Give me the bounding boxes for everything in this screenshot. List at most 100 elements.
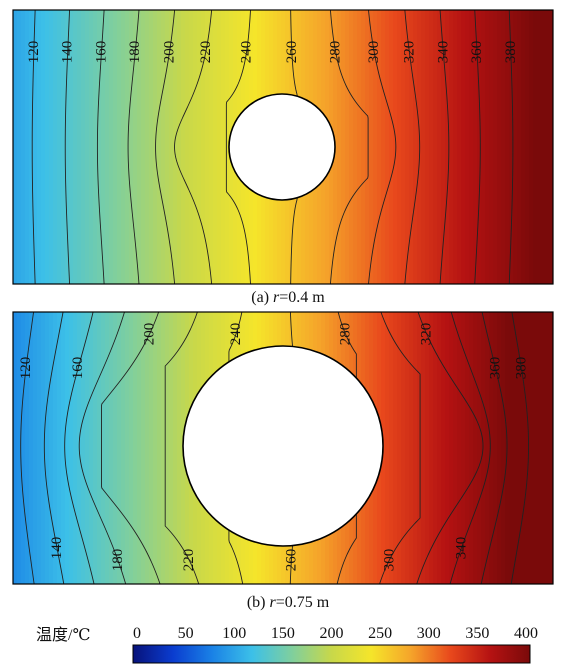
contour-line <box>78 312 127 584</box>
contour-label: 240 <box>239 41 255 64</box>
panel-a-contour-labels: 120 140 160 180 200 220 240 260 280 300 320 340 360 3… <box>26 41 519 64</box>
field-band <box>121 10 126 284</box>
field-band <box>97 10 102 284</box>
field-band <box>473 10 478 284</box>
contour-label: 220 <box>198 41 214 64</box>
field-band <box>513 312 518 584</box>
contour-label: 320 <box>401 41 417 64</box>
field-band <box>549 10 553 284</box>
colorbar: 温度/℃ 0 50 100 150 200 250 300 350 400 <box>36 625 538 664</box>
field-band <box>341 10 346 284</box>
field-band <box>545 312 550 584</box>
field-band <box>485 10 490 284</box>
colorbar-tick-label: 200 <box>320 625 344 642</box>
contour-label: 180 <box>110 549 126 572</box>
field-band <box>89 10 94 284</box>
field-band <box>185 10 190 284</box>
field-band <box>369 10 374 284</box>
field-band <box>533 10 538 284</box>
field-band <box>65 10 70 284</box>
field-band <box>125 10 130 284</box>
contour-label: 240 <box>228 323 244 346</box>
field-band <box>109 10 114 284</box>
contour-line <box>404 10 421 284</box>
field-band <box>105 312 110 584</box>
contour-line <box>64 10 71 284</box>
contour-line <box>43 312 65 584</box>
field-band <box>429 312 434 584</box>
field-band <box>45 312 50 584</box>
field-band <box>417 312 422 584</box>
field-band <box>381 10 386 284</box>
panel-b: 120 160 200 240 280 320 360 380 140 180 220 260 300 3… <box>12 311 554 611</box>
field-band <box>169 10 174 284</box>
field-band <box>137 312 142 584</box>
field-band <box>53 312 58 584</box>
panel-a-frame <box>12 9 554 285</box>
field-band <box>517 10 522 284</box>
field-band <box>61 10 66 284</box>
field-band <box>365 10 370 284</box>
field-band <box>113 312 118 584</box>
colorbar-tick-label: 150 <box>271 625 295 642</box>
panel-b-hole <box>182 345 384 547</box>
field-band <box>533 312 538 584</box>
field-band <box>525 312 530 584</box>
field-band <box>541 312 546 584</box>
field-band <box>165 10 170 284</box>
field-band <box>353 10 358 284</box>
panel-b-caption: (b) r=0.75 m <box>247 594 330 611</box>
field-band <box>65 312 70 584</box>
field-band <box>441 312 446 584</box>
field-band <box>225 10 230 284</box>
field-band <box>529 10 534 284</box>
contour-line <box>368 10 397 284</box>
field-band <box>133 10 138 284</box>
field-band <box>445 312 450 584</box>
field-band <box>85 10 90 284</box>
field-band <box>69 10 74 284</box>
field-band <box>177 10 182 284</box>
field-band <box>101 312 106 584</box>
field-band <box>385 10 390 284</box>
field-band <box>437 10 442 284</box>
field-band <box>393 10 398 284</box>
field-band <box>485 312 490 584</box>
field-band <box>465 10 470 284</box>
field-band <box>465 312 470 584</box>
field-band <box>413 312 418 584</box>
field-band <box>349 10 354 284</box>
field-band <box>461 312 466 584</box>
panel-b-contour-labels: 120 160 200 240 280 320 360 380 140 180 220 260 300 3… <box>18 323 529 572</box>
field-band <box>469 10 474 284</box>
field-band <box>137 10 142 284</box>
field-band <box>161 312 166 584</box>
field-band <box>21 312 26 584</box>
field-band <box>109 312 114 584</box>
contour-label: 160 <box>70 357 86 380</box>
field-band <box>389 312 394 584</box>
field-band <box>517 312 522 584</box>
field-band <box>145 10 150 284</box>
field-band <box>57 312 62 584</box>
field-band <box>205 10 210 284</box>
field-band <box>61 312 66 584</box>
field-band <box>493 10 498 284</box>
contour-label: 120 <box>26 41 42 64</box>
contour-label: 280 <box>338 323 354 346</box>
field-band <box>81 10 86 284</box>
field-band <box>157 10 162 284</box>
contour-label: 340 <box>435 41 451 64</box>
field-band <box>17 10 22 284</box>
contour-label: 300 <box>366 41 382 64</box>
field-band <box>477 312 482 584</box>
contour-label: 140 <box>60 41 76 64</box>
field-band <box>161 10 166 284</box>
field-band <box>33 312 38 584</box>
field-band <box>397 312 402 584</box>
field-band <box>505 10 510 284</box>
field-band <box>441 10 446 284</box>
field-band <box>389 10 394 284</box>
field-band <box>201 10 206 284</box>
field-band <box>529 312 534 584</box>
